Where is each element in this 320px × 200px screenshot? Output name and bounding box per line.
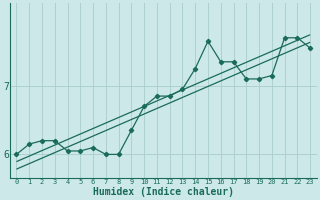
X-axis label: Humidex (Indice chaleur): Humidex (Indice chaleur) — [93, 186, 234, 197]
